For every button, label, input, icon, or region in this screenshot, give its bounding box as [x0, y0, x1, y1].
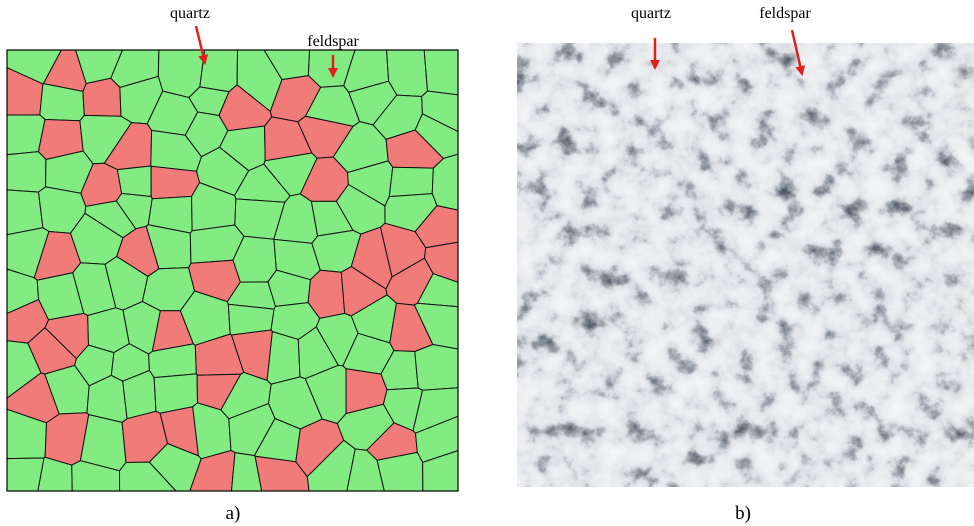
- grain: [389, 167, 433, 196]
- figure: quartz feldspar a) quartz feldspar b): [0, 0, 974, 526]
- annotation: feldspar: [759, 5, 811, 22]
- panel-label: b): [735, 503, 751, 524]
- grain: [424, 50, 458, 95]
- grain: [267, 332, 300, 385]
- grain: [117, 166, 151, 197]
- annotation: quartz: [170, 5, 210, 22]
- panel-label: a): [226, 503, 241, 524]
- grain: [83, 78, 121, 116]
- grain: [88, 308, 130, 353]
- annotation: quartz: [631, 5, 671, 22]
- grain: [7, 190, 43, 235]
- granite-photo: [517, 43, 974, 487]
- voronoi-panel: [7, 50, 458, 491]
- annotation: feldspar: [307, 33, 359, 50]
- grain: [200, 50, 238, 92]
- grain: [151, 166, 200, 199]
- grain: [7, 152, 46, 193]
- grain: [415, 345, 458, 391]
